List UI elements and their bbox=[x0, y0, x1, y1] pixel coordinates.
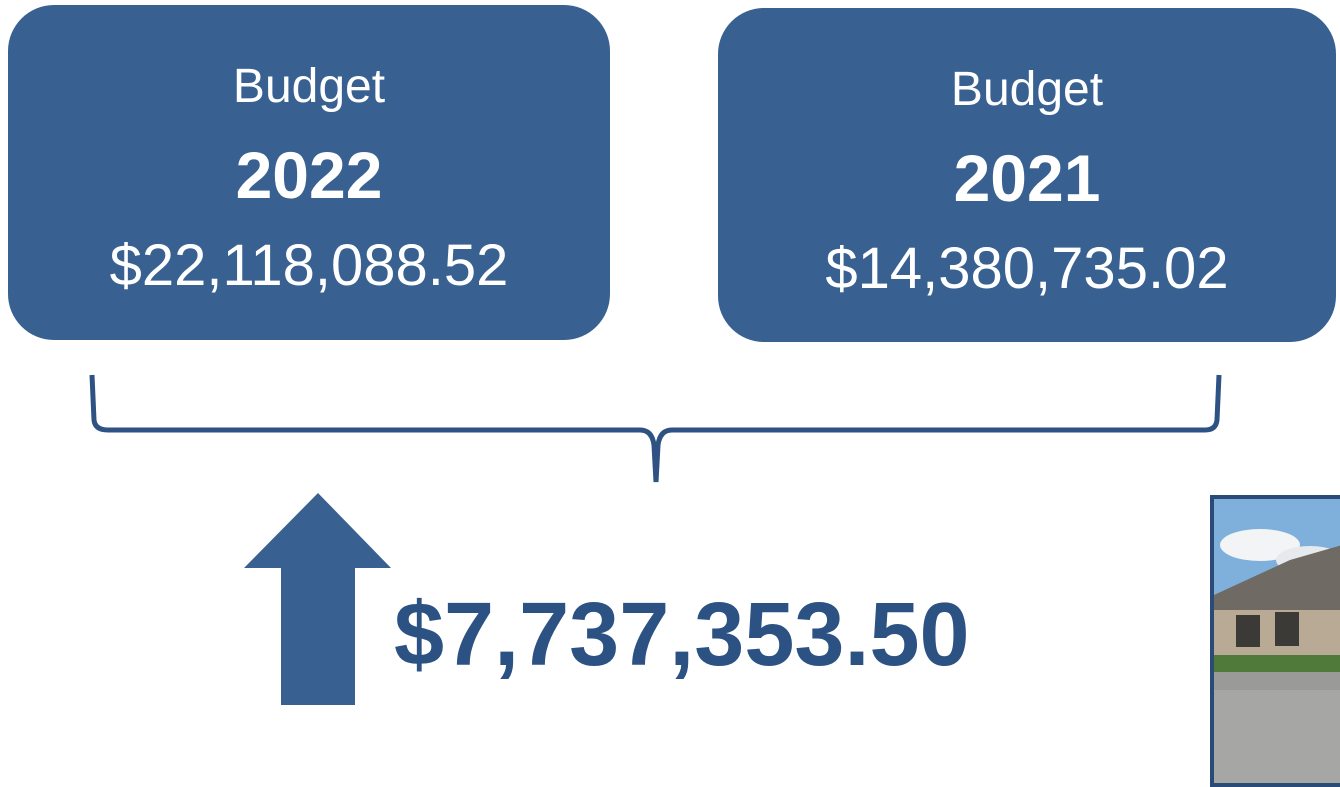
difference-amount: $7,737,353.50 bbox=[394, 580, 970, 690]
up-arrow bbox=[244, 493, 391, 705]
brace bbox=[92, 375, 1219, 482]
slide: {"boxes": [ {"label": "Budget", "year": … bbox=[0, 0, 1340, 787]
photo bbox=[1210, 495, 1340, 787]
